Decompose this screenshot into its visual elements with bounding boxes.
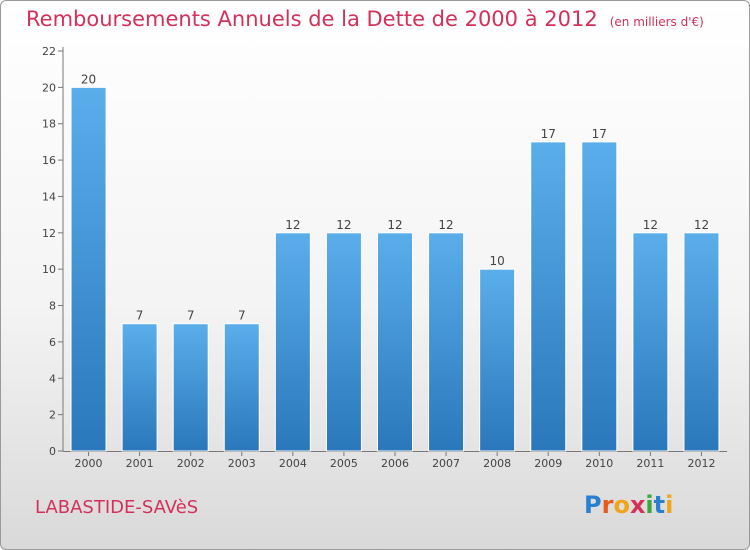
- bars: [70, 86, 720, 452]
- logo-letter: t: [653, 491, 666, 519]
- value-label-2006: 12: [387, 218, 402, 232]
- y-tick-label: 18: [42, 118, 56, 131]
- x-tick-label-2009: 2009: [534, 457, 562, 470]
- y-tick-label: 6: [49, 336, 56, 349]
- bar-2003: [223, 323, 260, 452]
- data-labels: 20 7 7 7 12 12 12 12 10 17 17 12 12: [81, 72, 709, 322]
- bar-2000: [70, 86, 107, 452]
- y-tick-label: 14: [42, 190, 56, 203]
- bar-2009: [530, 141, 567, 452]
- value-label-2004: 12: [285, 218, 300, 232]
- y-tick-label: 20: [42, 81, 56, 94]
- value-label-2011: 12: [643, 218, 658, 232]
- value-label-2010: 17: [592, 127, 607, 141]
- logo-letter: i: [665, 491, 674, 519]
- bar-2007: [428, 232, 465, 452]
- y-tick-label: 8: [49, 300, 56, 313]
- value-label-2008: 10: [490, 254, 505, 268]
- bar-2008: [479, 268, 516, 452]
- bar-2011: [632, 232, 669, 452]
- y-tick-label: 10: [42, 263, 56, 276]
- y-tick-label: 4: [49, 372, 56, 385]
- logo-letter: r: [601, 491, 614, 519]
- bar-2005: [325, 232, 362, 452]
- y-tick-label: 22: [42, 45, 56, 58]
- value-label-2000: 20: [81, 72, 96, 86]
- value-label-2001: 7: [136, 309, 144, 323]
- x-tick-label-2005: 2005: [330, 457, 358, 470]
- proxiti-logo: Proxiti: [584, 491, 673, 519]
- value-label-2012: 12: [694, 218, 709, 232]
- logo-letter: i: [645, 491, 654, 519]
- y-tick-label: 2: [49, 409, 56, 422]
- logo-letter: P: [584, 491, 602, 519]
- x-tick-label-2003: 2003: [228, 457, 256, 470]
- y-tick-label: 12: [42, 227, 56, 240]
- x-tick-label-2001: 2001: [126, 457, 154, 470]
- x-tick-label-2002: 2002: [177, 457, 205, 470]
- logo-letter: o: [613, 491, 630, 519]
- y-tick-label: 0: [49, 445, 56, 458]
- x-tick-label-2004: 2004: [279, 457, 307, 470]
- commune-name: LABASTIDE-SAVèS: [35, 497, 199, 518]
- bar-2010: [581, 141, 618, 452]
- axes: 0 2 4 6 8 10 12 14 16 18 20 22 2000 2001 2002 2003 2004 2…: [42, 45, 727, 470]
- value-label-2005: 12: [336, 218, 351, 232]
- bar-2006: [377, 232, 413, 452]
- x-tick-label-2007: 2007: [432, 457, 460, 470]
- x-tick-label-2011: 2011: [636, 457, 664, 470]
- value-label-2007: 12: [438, 218, 453, 232]
- x-tick-label-2000: 2000: [75, 457, 103, 470]
- bar-2002: [172, 323, 209, 452]
- x-tick-label-2006: 2006: [381, 457, 409, 470]
- chart-title: Remboursements Annuels de la Dette de 20…: [26, 7, 704, 31]
- value-label-2003: 7: [238, 309, 246, 323]
- chart-unit: (en milliers d'€): [609, 15, 704, 29]
- x-tick-label-2008: 2008: [483, 457, 511, 470]
- x-tick-label-2012: 2012: [687, 457, 715, 470]
- value-label-2009: 17: [541, 127, 556, 141]
- bar-2004: [274, 232, 311, 452]
- y-tick-label: 16: [42, 154, 56, 167]
- bar-2012: [683, 232, 720, 452]
- chart-title-text: Remboursements Annuels de la Dette de 20…: [26, 7, 598, 31]
- value-label-2002: 7: [187, 309, 195, 323]
- x-tick-label-2010: 2010: [585, 457, 613, 470]
- bar-2001: [121, 323, 158, 452]
- logo-letter: x: [629, 491, 646, 519]
